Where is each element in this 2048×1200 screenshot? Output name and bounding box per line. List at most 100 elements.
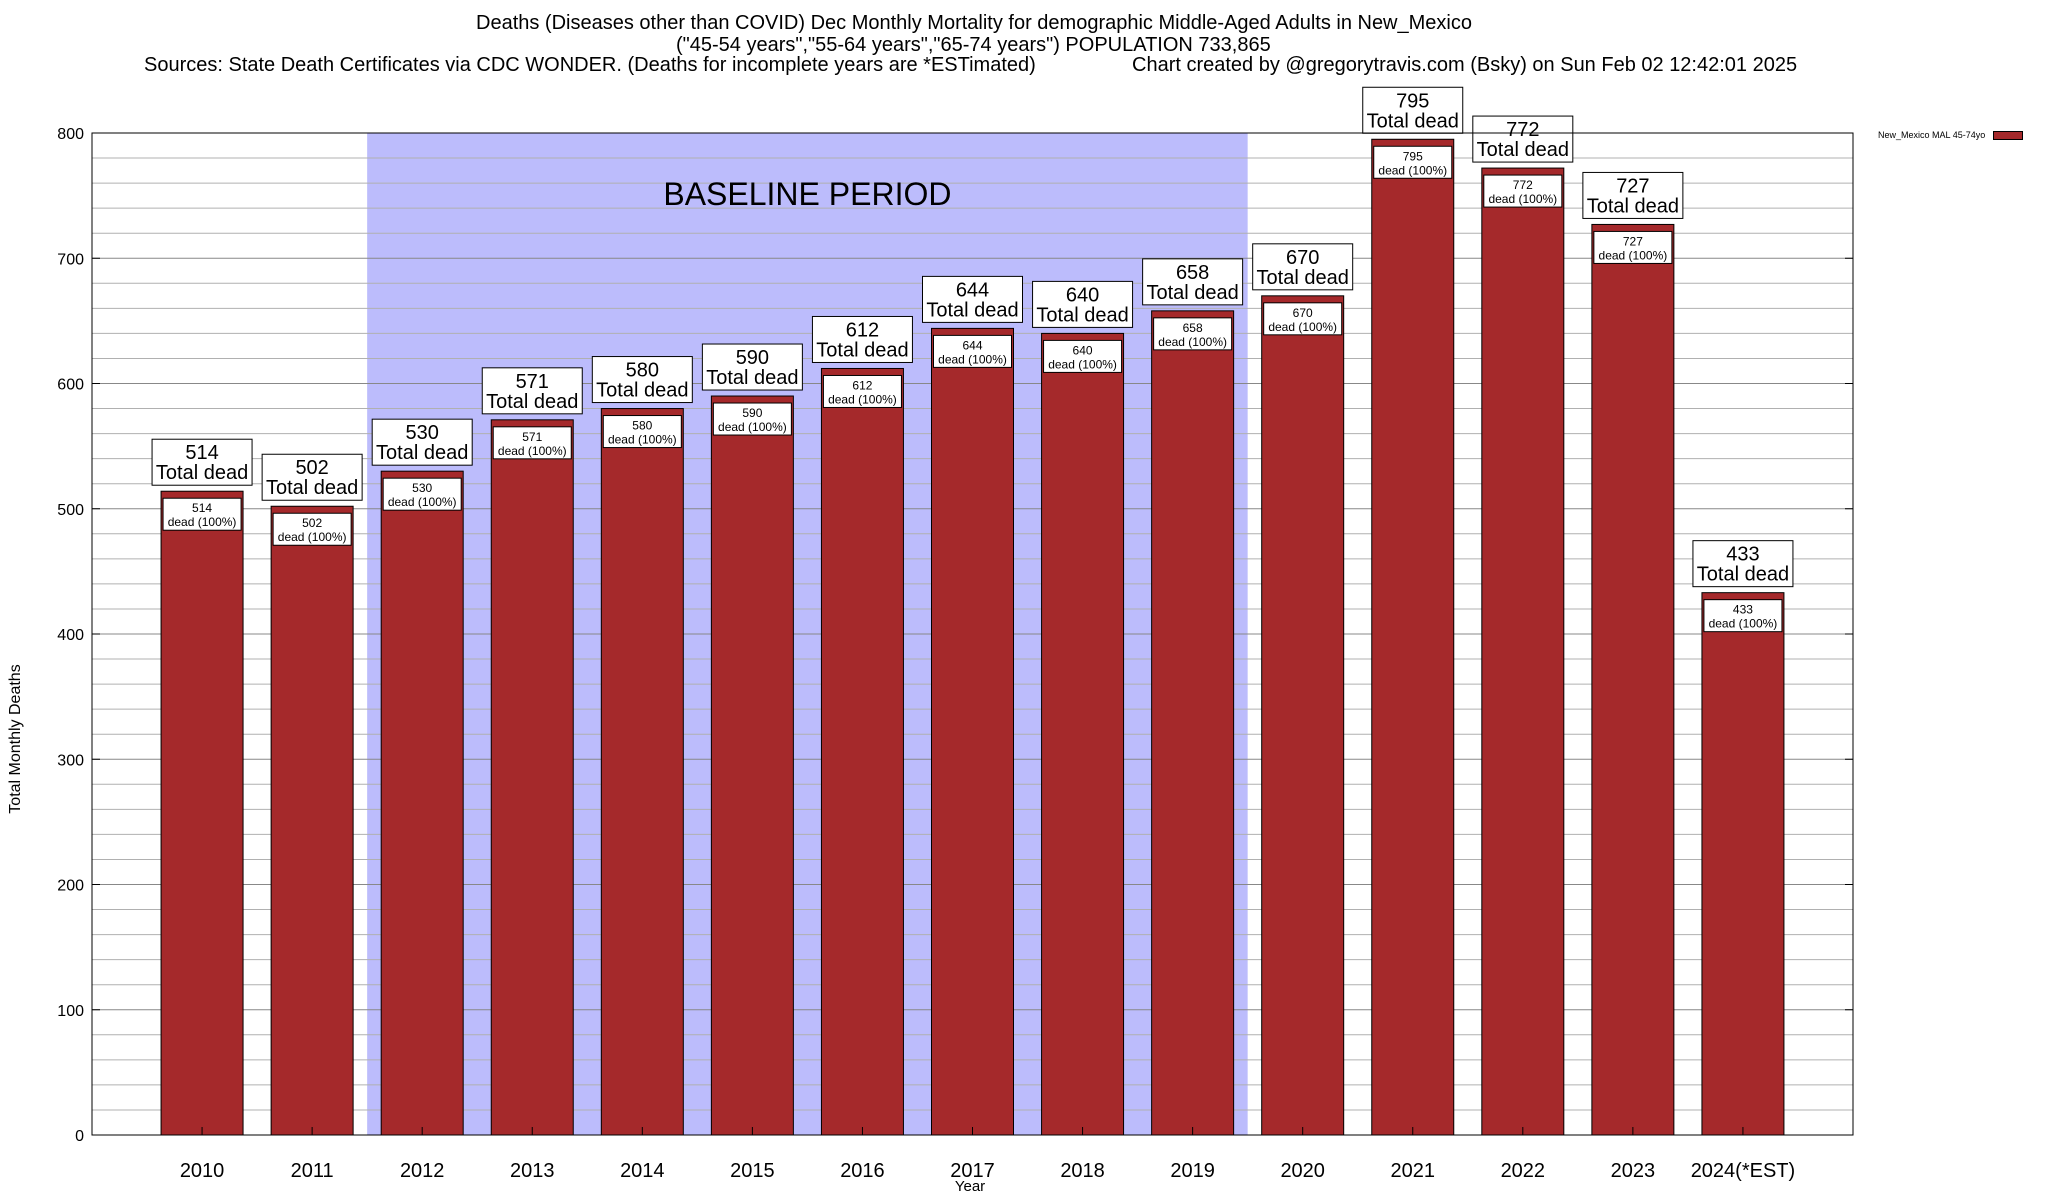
bar-inner-value: 502	[302, 516, 322, 530]
bar-inner-label: dead (100%)	[1709, 617, 1778, 631]
bar-total-label: Total dead	[1036, 304, 1128, 326]
bar-inner-label-box	[492, 426, 572, 460]
bar-inner-label: dead (100%)	[608, 433, 677, 447]
bar-inner-value: 670	[1293, 306, 1313, 320]
bar-total-label-box	[1142, 258, 1244, 306]
bar-total-value: 571	[516, 371, 549, 393]
bar-inner-value: 571	[522, 430, 542, 444]
x-tick-label: 2023	[1611, 1160, 1656, 1182]
bar-total-value: 590	[736, 347, 769, 369]
x-tick-label: 2014	[620, 1160, 665, 1182]
bar-inner-label: dead (100%)	[1378, 163, 1447, 177]
bar-total-label: Total dead	[926, 299, 1018, 321]
bar-total-value: 772	[1506, 119, 1539, 141]
chart-credit: Chart created by @gregorytravis.com (Bsk…	[1132, 54, 1798, 76]
bar-inner-value: 433	[1733, 603, 1753, 617]
bar-total-label: Total dead	[1477, 139, 1569, 161]
bar-inner-label-box	[1263, 302, 1343, 336]
bar-total-label-box	[1472, 115, 1574, 163]
bar-total-label: Total dead	[1257, 267, 1349, 289]
bar-total-label-box	[481, 367, 583, 415]
bar-inner-value: 612	[852, 378, 872, 392]
bar-inner-value: 514	[192, 501, 212, 515]
bar-inner-value: 580	[632, 419, 652, 433]
bar-inner-label: dead (100%)	[278, 530, 347, 544]
bar-total-value: 640	[1066, 284, 1099, 306]
y-axis-label: Total Monthly Deaths	[7, 664, 24, 814]
bar	[710, 395, 794, 1136]
bar-inner-value: 795	[1403, 149, 1423, 163]
bar-total-label: Total dead	[266, 477, 358, 499]
bar-total-value: 502	[295, 457, 328, 479]
bar	[820, 367, 904, 1136]
x-tick-label: 2011	[291, 1160, 334, 1182]
plot-frame	[91, 132, 1854, 1136]
bar-inner-label-box	[1483, 174, 1563, 208]
bar-inner-label: dead (100%)	[1599, 248, 1668, 262]
bar	[380, 470, 464, 1136]
bar-inner-value: 658	[1183, 321, 1203, 335]
bar-inner-value: 640	[1073, 343, 1093, 357]
x-tick-label: 2020	[1280, 1160, 1325, 1182]
bar-total-label-box	[1692, 540, 1794, 588]
bar-inner-label-box	[272, 512, 352, 546]
bar-inner-value: 644	[962, 338, 982, 352]
bar-inner-value: 530	[412, 481, 432, 495]
bar-inner-value: 590	[742, 406, 762, 420]
chart-sources: Sources: State Death Certificates via CD…	[144, 54, 1036, 76]
bar-inner-label-box	[1153, 317, 1233, 351]
y-tick-label: 300	[57, 752, 84, 769]
bar-total-label: Total dead	[486, 391, 578, 413]
bar-inner-value: 772	[1513, 178, 1533, 192]
bar-total-label-box	[371, 418, 473, 466]
bar-total-label: Total dead	[1697, 564, 1789, 586]
legend-swatch	[1993, 130, 2024, 140]
y-tick-label: 600	[57, 377, 84, 394]
bar	[490, 419, 574, 1136]
x-tick-label: 2019	[1170, 1160, 1215, 1182]
x-tick-label: 2013	[510, 1160, 555, 1182]
bar-total-value: 658	[1176, 262, 1209, 284]
x-tick-label: 2017	[950, 1160, 995, 1182]
bar-inner-label-box	[162, 497, 242, 531]
y-tick-label: 700	[57, 251, 84, 268]
bar-total-value: 727	[1616, 175, 1649, 197]
bar-total-label: Total dead	[706, 367, 798, 389]
bar	[1371, 138, 1455, 1136]
legend: New_Mexico MAL 45-74yo	[1878, 130, 2024, 140]
bar-total-label: Total dead	[1587, 195, 1679, 217]
bar-inner-label-box	[1373, 145, 1453, 179]
bar-total-label: Total dead	[376, 442, 468, 464]
bar	[270, 505, 354, 1136]
bar-inner-label: dead (100%)	[388, 495, 457, 509]
bar-total-label-box	[591, 356, 693, 404]
bar-total-value: 644	[956, 279, 989, 301]
chart-subtitle: ("45-54 years","55-64 years","65-74 year…	[676, 34, 1271, 56]
x-tick-label: 2021	[1391, 1160, 1436, 1182]
bar-total-label-box	[1362, 86, 1464, 134]
bar-total-label-box	[1582, 171, 1684, 219]
y-tick-label: 800	[57, 126, 84, 143]
bar-total-value: 514	[185, 442, 218, 464]
x-tick-label: 2016	[840, 1160, 885, 1182]
bar-inner-label-box	[1593, 230, 1673, 264]
bar-inner-label: dead (100%)	[1158, 335, 1227, 349]
bar-total-label: Total dead	[1367, 110, 1459, 132]
bar	[1261, 295, 1345, 1136]
bar-inner-label-box	[382, 477, 462, 511]
bar-inner-label: dead (100%)	[498, 444, 567, 458]
x-tick-label: 2015	[730, 1160, 775, 1182]
bar-total-label: Total dead	[1146, 282, 1238, 304]
bar	[1041, 332, 1125, 1136]
y-tick-label: 500	[57, 502, 84, 519]
bar	[160, 490, 244, 1136]
bar-total-label-box	[811, 315, 913, 363]
bar-total-label-box	[1032, 280, 1134, 328]
bar-inner-value: 727	[1623, 234, 1643, 248]
bar-inner-label: dead (100%)	[828, 392, 897, 406]
bar-inner-label-box	[1703, 599, 1783, 633]
bar	[931, 327, 1014, 1136]
bar-total-value: 795	[1396, 90, 1429, 112]
x-tick-label: 2022	[1501, 1160, 1546, 1182]
bar-inner-label: dead (100%)	[1048, 357, 1117, 371]
